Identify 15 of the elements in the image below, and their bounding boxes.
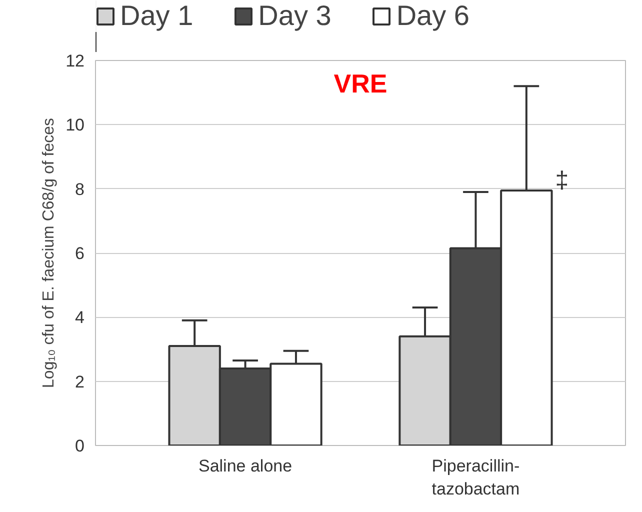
chart-title: VRE — [334, 68, 388, 98]
annotation: ‡ — [555, 167, 569, 194]
y-axis-title: Log₁₀ cfu of E. faecium C68/g of feces — [40, 118, 58, 388]
legend-label: Day 3 — [258, 0, 332, 32]
x-tick-label: Piperacillin-tazobactam — [432, 456, 520, 498]
y-tick-label: 4 — [75, 308, 85, 328]
legend-label: Day 6 — [396, 0, 470, 32]
y-tick-label: 8 — [75, 180, 85, 199]
y-tick-label: 12 — [66, 52, 85, 70]
y-tick-label: 2 — [75, 372, 85, 392]
legend-label: Day 1 — [120, 0, 194, 32]
x-tick-label: Saline alone — [198, 456, 292, 476]
y-tick-label: 0 — [75, 436, 85, 456]
y-tick-label: 6 — [75, 244, 85, 263]
y-tick-label: 10 — [66, 116, 85, 135]
